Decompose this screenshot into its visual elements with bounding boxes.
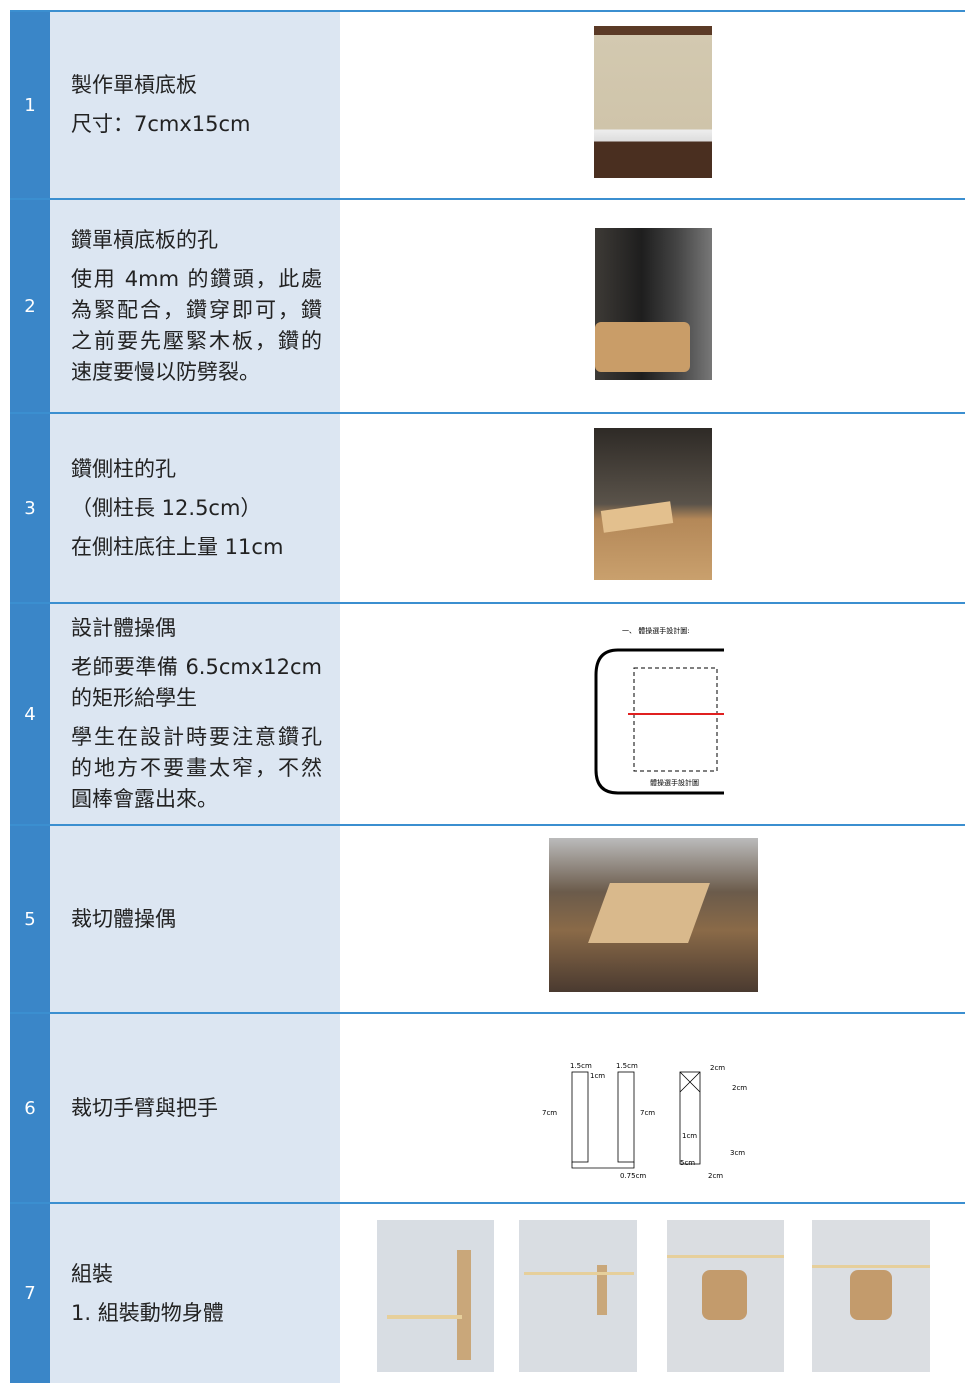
photo [377,1220,494,1372]
row-text: 裁切體操偶 [50,826,340,1012]
table-row: 2 鑽單槓底板的孔 使用 4mm 的鑽頭，此處為緊配合，鑽穿即可，鑽之前要先壓緊木板… [10,198,965,412]
text-line: 鑽側柱的孔 [71,456,176,481]
figure-label: 2cm [732,1084,747,1092]
text-line: 鑽單槓底板的孔 [71,227,218,252]
figure-label: 7cm [542,1109,557,1117]
row-number: 6 [10,1014,50,1202]
figure-label: 3cm [730,1149,745,1157]
figure-label: 7cm [640,1109,655,1117]
text-line: 組裝 [71,1261,113,1286]
table-row: 7 組裝 1. 組裝動物身體 [10,1202,965,1383]
photo [549,838,758,992]
text-line: 在側柱底往上量 11cm [71,534,284,559]
photo [812,1220,930,1372]
table-row: 5 裁切體操偶 [10,824,965,1012]
text-line: 設計體操偶 [71,616,176,640]
photo [519,1220,637,1372]
figure-label: 1.5cm [616,1062,638,1070]
text-line: 1. 組裝動物身體 [71,1300,224,1325]
photo [595,228,712,380]
figure-label: 2cm [710,1064,725,1072]
figure-label: 1cm [590,1072,605,1080]
row-text: 裁切手臂與把手 [50,1014,340,1202]
row-number: 2 [10,200,50,412]
row-number: 5 [10,826,50,1012]
text-line: 製作單槓底板 [71,73,197,97]
row-number: 3 [10,414,50,602]
photo [594,428,712,580]
figure-label: 5cm [680,1159,695,1167]
row-text: 鑽側柱的孔 （側柱長 12.5cm） 在側柱底往上量 11cm [50,414,340,602]
row-text: 組裝 1. 組裝動物身體 [50,1204,340,1383]
table-row: 3 鑽側柱的孔 （側柱長 12.5cm） 在側柱底往上量 11cm [10,412,965,602]
text-line: 使用 4mm 的鑽頭，此處為緊配合，鑽穿即可，鑽之前要先壓緊木板，鑽的速度要慢以… [71,266,322,384]
figure-text: 體操選手設計圖 [650,778,699,787]
figure-label: 0.75cm [620,1172,646,1180]
figure-label: 2cm [708,1172,723,1180]
design-figure: 一、 體操選手設計圖: 體操選手設計圖 [594,626,724,795]
cut-figure: 1.5cm 1cm 1.5cm 7cm 7cm 0.75cm 2cm 2cm 1cm 3cm 5cm… [542,1062,747,1180]
text-line: （側柱長 12.5cm） [71,495,262,520]
row-text: 製作單槓底板尺寸：7cmx15cm [50,12,340,198]
row-text: 設計體操偶老師要準備 6.5cmx12cm 的矩形給學生學生在設計時要注意鑽孔的… [50,604,340,824]
figure-label: 1.5cm [570,1062,592,1070]
row-text: 鑽單槓底板的孔使用 4mm 的鑽頭，此處為緊配合，鑽穿即可，鑽之前要先壓緊木板，… [50,200,340,412]
text-line: 裁切手臂與把手 [71,1095,218,1120]
photo [594,26,712,178]
row-number: 1 [10,12,50,198]
text-line: 老師要準備 6.5cmx12cm 的矩形給學生 [71,655,322,710]
table-row: 4 設計體操偶 老師要準備 6.5cmx12cm 的矩形給學生 學生在設計時要注意鑽孔… [10,602,965,824]
row-number: 7 [10,1204,50,1383]
figure-label: 1cm [682,1132,697,1140]
row-number: 4 [10,604,50,824]
photo [667,1220,784,1372]
text-line: 學生在設計時要注意鑽孔的地方不要畫太窄，不然圓棒會露出來。 [71,725,322,811]
table-row: 1 製作單槓底板 尺寸：7cmx15cm [10,10,965,198]
figure-labels: 1.5cm 1cm 1.5cm 7cm 7cm 0.75cm 2cm 2cm 1cm 3cm 5cm… [542,1062,747,1180]
table-row: 6 裁切手臂與把手 [10,1012,965,1202]
text-line: 裁切體操偶 [71,906,176,931]
figure-text: 一、 體操選手設計圖: [622,626,690,635]
text-line: 尺寸：7cmx15cm [71,112,251,136]
